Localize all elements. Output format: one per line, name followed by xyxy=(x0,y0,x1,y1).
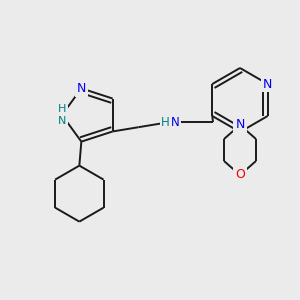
Text: H
N: H N xyxy=(58,104,66,126)
Text: N: N xyxy=(263,77,272,91)
Text: N: N xyxy=(77,82,86,95)
Text: O: O xyxy=(235,169,245,182)
Text: N: N xyxy=(235,118,245,131)
Text: H: H xyxy=(161,116,170,128)
Text: N: N xyxy=(171,116,180,128)
